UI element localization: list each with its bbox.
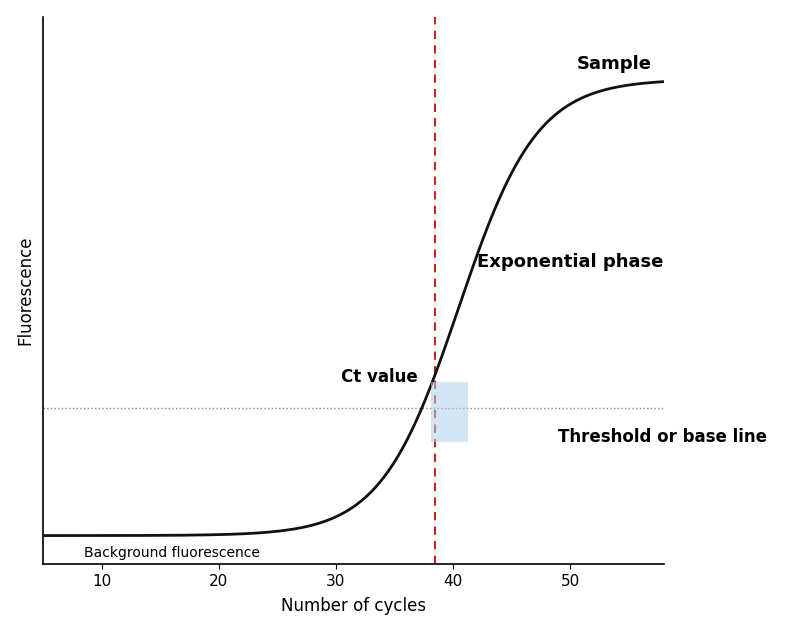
Text: Sample: Sample — [576, 55, 652, 73]
Text: Background fluorescence: Background fluorescence — [84, 546, 260, 560]
Bar — [431, 382, 468, 442]
Text: Threshold or base line: Threshold or base line — [558, 427, 767, 446]
Text: Ct value: Ct value — [341, 368, 418, 386]
Text: Exponential phase: Exponential phase — [477, 253, 663, 270]
X-axis label: Number of cycles: Number of cycles — [281, 597, 426, 616]
Y-axis label: Fluorescence: Fluorescence — [17, 236, 35, 345]
